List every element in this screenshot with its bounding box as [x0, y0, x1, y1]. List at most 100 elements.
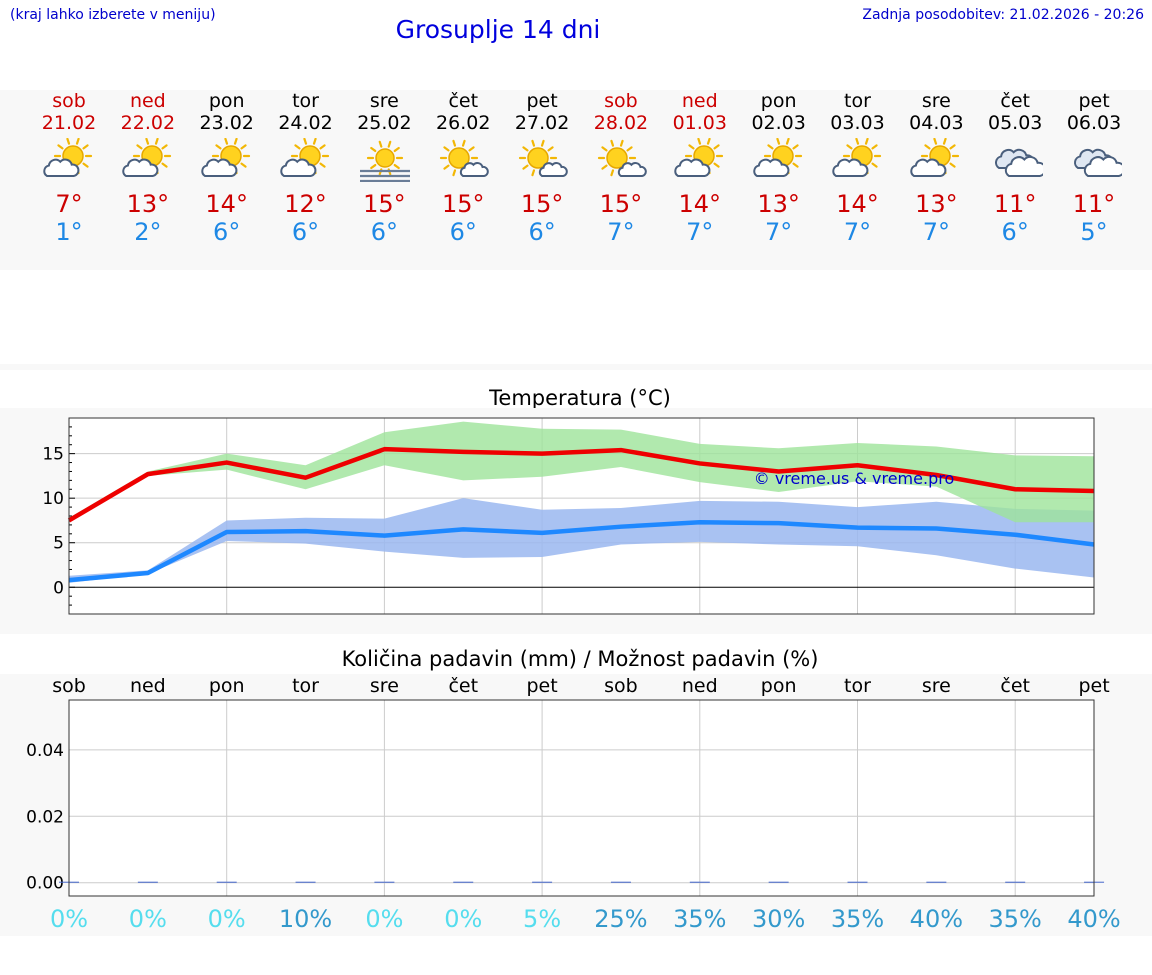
day-column: ned 22.02 13° 2°: [108, 90, 188, 246]
precip-probability: 0%: [129, 905, 167, 933]
sun-disc: [375, 148, 396, 168]
sun-ray: [379, 140, 383, 148]
max-temperature: 15°: [599, 190, 643, 218]
precip-probability: 40%: [1067, 905, 1120, 933]
cloud-shape: [122, 158, 159, 177]
x-category-label: ned: [130, 675, 166, 697]
sun-ray: [370, 163, 377, 170]
sun-ray: [318, 144, 326, 150]
max-temperature: 7°: [55, 190, 83, 218]
day-column: pon 02.03 13° 7°: [739, 90, 819, 246]
min-temperature: 7°: [765, 218, 793, 246]
y-tick-label: 15: [42, 445, 64, 465]
sun-ray: [601, 164, 608, 170]
min-temperature: 6°: [213, 218, 241, 246]
sun-small-cloud-icon: [518, 139, 568, 177]
sun-ray: [933, 138, 938, 145]
location-hint: (kraj lahko izberete v meniju): [10, 7, 216, 23]
precip-bar: [216, 881, 237, 883]
max-temperature: 15°: [520, 190, 564, 218]
x-category-label: pet: [526, 675, 557, 697]
sun-ray: [924, 144, 931, 150]
day-date: 06.03: [1066, 112, 1122, 134]
sun-ray: [531, 169, 536, 177]
x-category-label: čet: [448, 675, 478, 697]
min-range-band: [69, 498, 1095, 583]
overcast-icon: [995, 148, 1044, 177]
x-category-label: ned: [682, 675, 718, 697]
day-date: 02.03: [751, 112, 806, 134]
sun-ray: [66, 138, 71, 145]
cloud-shape: [752, 158, 790, 177]
x-category-label: pon: [761, 675, 797, 697]
precip-bar: [1005, 881, 1026, 883]
daily-forecast-strip: sob 21.02 7° 1° ned 22.02 13° 2° pon 23.02 14° 6° to…: [0, 90, 1152, 270]
sun-ray: [619, 139, 624, 147]
precip-bar: [137, 881, 158, 883]
cloud-shape: [43, 158, 80, 177]
sun-ray: [949, 144, 957, 150]
sun-cloud-icon: [910, 138, 960, 177]
max-temperature: 14°: [678, 190, 722, 218]
sun-ray: [233, 138, 238, 145]
precip-probability: 35%: [989, 905, 1042, 933]
x-category-label: sob: [52, 675, 86, 697]
sun-disc: [606, 147, 628, 169]
precip-probability: 0%: [50, 905, 88, 933]
plot-area: [69, 700, 1094, 896]
y-tick-label: 0.00: [26, 874, 64, 894]
day-date: 28.02: [593, 112, 649, 134]
min-temperature-line: [68, 519, 1095, 583]
day-date: 24.02: [278, 112, 333, 134]
precip-bar: [768, 881, 789, 883]
sun-ray: [318, 162, 326, 168]
day-date: 25.02: [357, 112, 412, 134]
sun-ray: [154, 138, 159, 145]
x-category-label: sob: [604, 675, 638, 697]
day-name: tor: [844, 90, 871, 112]
sun-ray: [240, 144, 247, 150]
sun-ray: [531, 139, 536, 147]
day-column: tor 03.03 14° 7°: [818, 90, 898, 246]
max-temperature-line: [67, 446, 1095, 523]
sun-ray: [713, 144, 720, 150]
day-column: pet 06.03 11° 5°: [1054, 90, 1134, 246]
sun-small-cloud-icon: [597, 139, 647, 177]
day-name: ned: [129, 90, 166, 112]
sun-ray: [775, 138, 780, 145]
precip-probability: 35%: [673, 905, 726, 933]
day-date: 03.03: [830, 112, 885, 134]
sun-ray: [626, 146, 633, 152]
day-date: 01.03: [672, 112, 727, 134]
sun-ray: [766, 144, 774, 150]
sun-small-cloud-icon: [440, 139, 490, 177]
day-column: sob 28.02 15° 7°: [581, 90, 661, 246]
precip-probability: 0%: [365, 905, 403, 933]
overcast-icon: [995, 148, 1044, 177]
cloud-shape: [910, 158, 947, 177]
sun-ray: [706, 138, 711, 145]
sun-fog-icon: [360, 140, 411, 182]
precip-bar: [926, 881, 947, 883]
day-date: 21.02: [41, 112, 97, 134]
max-temperature: 14°: [836, 190, 879, 218]
max-temperature: 12°: [284, 190, 327, 218]
min-temperature: 2°: [134, 218, 162, 246]
overcast-icon: [1074, 148, 1123, 177]
sun-ray: [610, 169, 615, 177]
precip-bar: [689, 881, 710, 883]
y-tick-label: 10: [42, 489, 64, 509]
precip-bar: [374, 881, 395, 883]
sun-ray: [785, 138, 790, 145]
precip-probability: 10%: [279, 905, 332, 933]
day-name: sre: [921, 90, 951, 112]
precip-bar: [453, 881, 474, 883]
sun-disc: [448, 147, 470, 169]
last-update: Zadnja posodobitev: 21.02.2026 - 20:26: [862, 7, 1144, 23]
cloud-shape: [1083, 155, 1123, 177]
precip-probability: 0%: [444, 905, 482, 933]
sun-ray: [541, 139, 545, 147]
sun-ray: [293, 144, 301, 150]
precip-probability: 5%: [523, 905, 561, 933]
y-tick-label: 0.04: [26, 741, 64, 761]
